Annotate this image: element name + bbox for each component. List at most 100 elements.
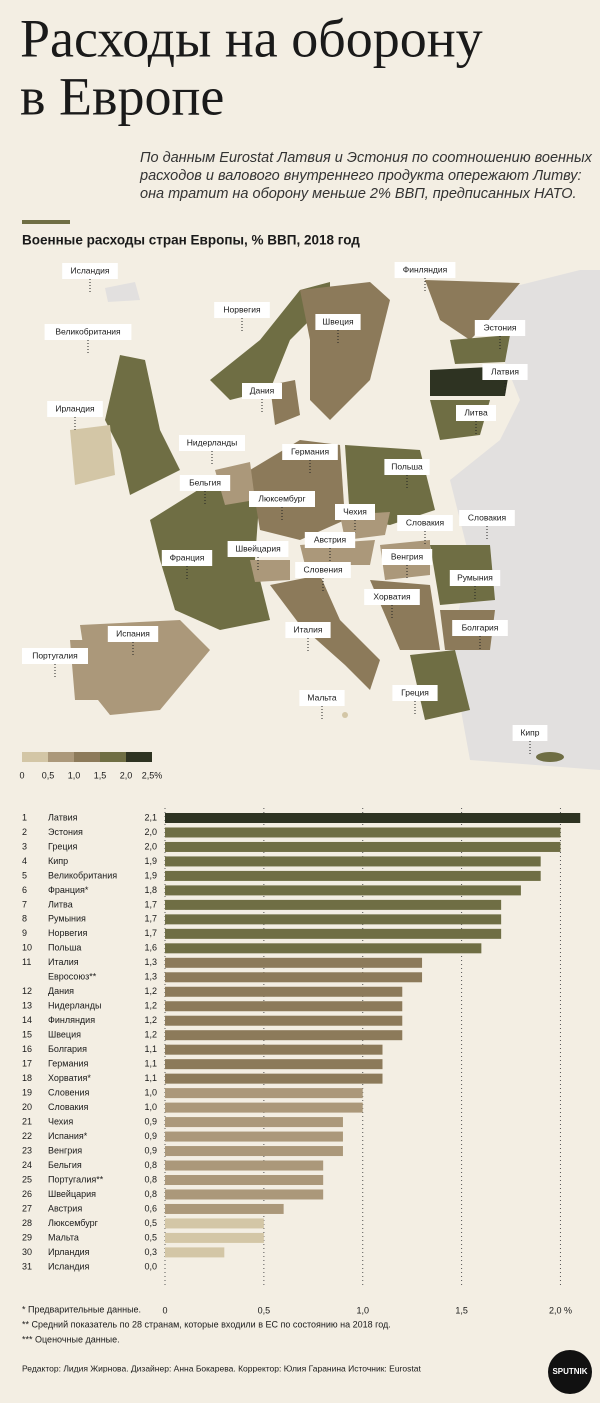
x-tick-label: 0 (162, 1306, 167, 1316)
map-label: Финляндия (403, 264, 448, 274)
label-box (44, 324, 132, 340)
y-tick-label: Эстония (48, 827, 83, 837)
legend-tick: 2,5% (142, 770, 163, 780)
bar (165, 1117, 343, 1128)
bar (165, 856, 541, 867)
value-label: 1,0 (144, 1102, 157, 1112)
rank: 30 (22, 1247, 32, 1257)
label-box (381, 549, 433, 565)
y-tick-label: Кипр (48, 856, 68, 866)
rank: 27 (22, 1203, 32, 1213)
rank: 15 (22, 1030, 32, 1040)
rank: 23 (22, 1145, 32, 1155)
rank: 12 (22, 986, 32, 996)
bar (165, 1088, 363, 1099)
legend-tick: 1,0 (68, 770, 81, 780)
y-tick-label: Бельгия (48, 1160, 82, 1170)
map-label: Ирландия (55, 403, 95, 413)
value-label: 0,9 (144, 1116, 157, 1126)
accent-bar (22, 220, 70, 224)
region (536, 752, 564, 762)
bar (165, 986, 403, 997)
bar (165, 827, 561, 838)
region (410, 650, 470, 720)
rank: 1 (22, 812, 27, 822)
label-box (394, 262, 456, 278)
label-box (47, 401, 103, 417)
logo-badge (548, 1350, 592, 1394)
label-box (161, 550, 213, 566)
bar (165, 1015, 403, 1026)
footnote: * Предварительные данные. (22, 1304, 141, 1314)
rank: 20 (22, 1102, 32, 1112)
map-label: Словения (303, 564, 343, 574)
map-label: Норвегия (223, 304, 261, 314)
value-label: 0,8 (144, 1189, 157, 1199)
rank: 31 (22, 1261, 32, 1271)
credits: Редактор: Лидия Жирнова. Дизайнер: Анна … (22, 1363, 421, 1373)
bar (165, 1146, 343, 1157)
value-label: 1,7 (144, 914, 157, 924)
y-tick-label: Люксембург (48, 1218, 99, 1228)
value-label: 2,1 (144, 812, 157, 822)
value-label: 1,1 (144, 1059, 157, 1069)
value-label: 2,0 (144, 827, 157, 837)
value-label: 1,2 (144, 1030, 157, 1040)
map-label: Польша (391, 461, 423, 471)
rank: 28 (22, 1218, 32, 1228)
bar (165, 1044, 383, 1055)
region (300, 282, 390, 420)
bar (165, 1218, 264, 1229)
bar (165, 1160, 324, 1171)
map-label: Дания (250, 385, 275, 395)
value-label: 1,8 (144, 885, 157, 895)
y-tick-label: Швеция (48, 1030, 81, 1040)
subtitle-line: она тратит на оборону меньше 2% ВВП, пре… (140, 186, 577, 202)
bar (165, 1189, 324, 1200)
region (250, 440, 345, 540)
rank: 16 (22, 1044, 32, 1054)
y-tick-label: Хорватия* (48, 1073, 91, 1083)
value-label: 1,2 (144, 986, 157, 996)
bar (165, 943, 482, 954)
map-label: Люксембург (258, 493, 305, 503)
map-label: Австрия (314, 534, 347, 544)
legend-swatch (100, 752, 126, 762)
value-label: 0,5 (144, 1232, 157, 1242)
label-box (459, 510, 515, 526)
map-label: Испания (116, 628, 150, 638)
y-tick-label: Испания* (48, 1131, 88, 1141)
label-box (456, 405, 496, 421)
map-label: Хорватия (373, 591, 411, 601)
map-label: Румыния (457, 572, 493, 582)
rank: 26 (22, 1189, 32, 1199)
subtitle-line: расходов и валового внутреннего продукта… (139, 168, 582, 184)
y-tick-label: Греция (48, 841, 78, 851)
value-label: 1,3 (144, 957, 157, 967)
map-label: Франция (170, 552, 205, 562)
value-label: 1,3 (144, 972, 157, 982)
value-label: 1,2 (144, 1015, 157, 1025)
bar (165, 841, 561, 852)
bar (165, 1059, 383, 1070)
map-label: Словакия (468, 512, 507, 522)
y-tick-label: Норвегия (48, 928, 88, 938)
rank: 22 (22, 1131, 32, 1141)
subtitle-line: По данным Eurostat Латвия и Эстония по с… (140, 150, 593, 166)
y-tick-label: Швейцария (48, 1189, 96, 1199)
value-label: 0,8 (144, 1160, 157, 1170)
legend-tick: 0,5 (42, 770, 55, 780)
label-box (315, 314, 361, 330)
logo: SPUTNIK (552, 1367, 587, 1376)
rank: 10 (22, 943, 32, 953)
map-label: Германия (291, 446, 330, 456)
footnote: ** Средний показатель по 28 странам, кот… (22, 1319, 391, 1329)
rank: 11 (22, 957, 31, 967)
bar (165, 1102, 363, 1113)
bar (165, 1030, 403, 1041)
label-box (384, 459, 430, 475)
y-tick-label: Чехия (48, 1116, 73, 1126)
bar (165, 957, 423, 968)
map-label: Кипр (520, 727, 539, 737)
